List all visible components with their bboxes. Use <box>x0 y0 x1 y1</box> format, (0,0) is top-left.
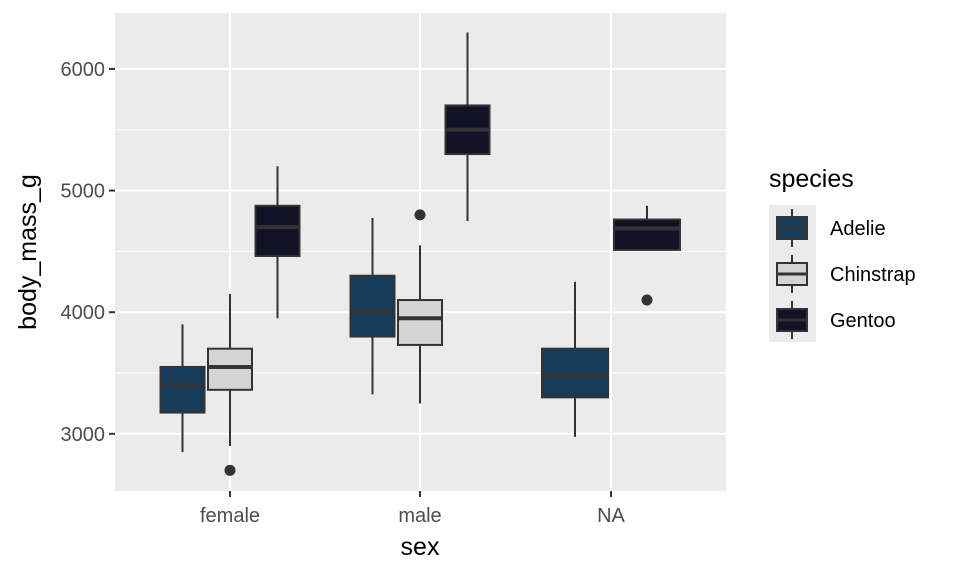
y-tick-label: 4000 <box>61 302 106 324</box>
box-adelie-female <box>159 324 206 453</box>
outlier-point <box>224 464 236 476</box>
box-body <box>613 218 681 251</box>
outlier-point <box>641 294 653 306</box>
box-adelie-na <box>541 281 609 437</box>
legend-label: Gentoo <box>830 310 896 332</box>
box-gentoo-male <box>444 32 491 221</box>
legend-key-adelie <box>776 209 808 247</box>
box-gentoo-na <box>613 205 681 306</box>
box-chinstrap-male <box>397 209 443 404</box>
x-axis-title: sex <box>401 533 440 561</box>
y-axis-title: body_mass_g <box>14 174 42 330</box>
grid-major <box>115 13 726 491</box>
legend-title: species <box>769 165 854 193</box>
box-body <box>397 299 443 346</box>
legend: species Adelie Chinstrap Gentoo <box>769 165 916 342</box>
box-chinstrap-female <box>207 293 253 476</box>
boxes <box>159 32 681 476</box>
y-tick-label: 3000 <box>61 424 106 446</box>
box-body <box>159 365 206 414</box>
box-adelie-male <box>349 217 396 395</box>
legend-label: Adelie <box>830 218 886 240</box>
legend-key-gentoo <box>776 301 808 339</box>
box-body <box>254 204 301 258</box>
y-axis: 3000 4000 5000 6000 <box>61 59 115 446</box>
legend-key-chinstrap <box>776 255 808 293</box>
y-tick-label: 6000 <box>61 59 106 81</box>
y-tick-label: 5000 <box>61 181 106 203</box>
box-body <box>207 347 253 391</box>
box-body <box>349 274 396 338</box>
outlier-point <box>414 209 426 221</box>
x-tick-label: female <box>200 505 260 527</box>
box-body <box>541 347 609 399</box>
box-gentoo-female <box>254 166 301 319</box>
x-tick-label: male <box>398 505 441 527</box>
x-tick-label: NA <box>597 505 625 527</box>
x-axis: female male NA <box>200 491 626 527</box>
legend-label: Chinstrap <box>830 264 916 286</box>
